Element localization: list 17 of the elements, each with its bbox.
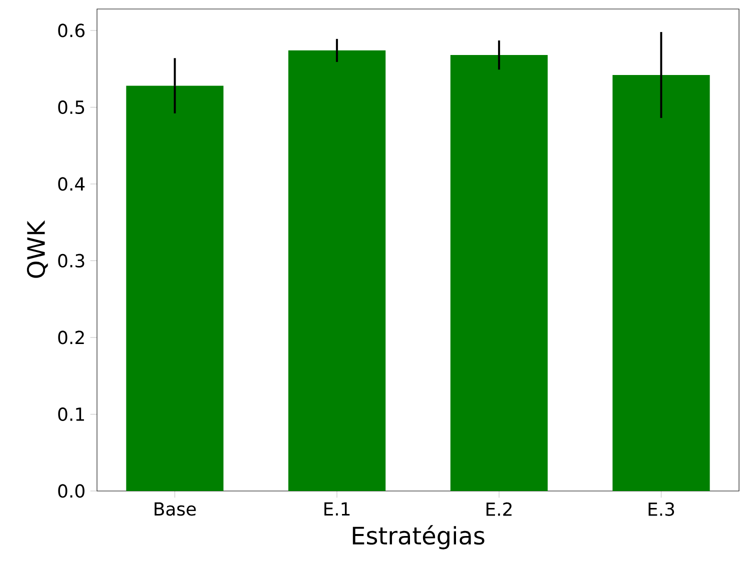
y-tick-label: 0.3: [58, 254, 84, 268]
bar: [450, 55, 548, 491]
y-tick-label: 0.0: [58, 484, 84, 498]
y-tick-label: 0.5: [58, 100, 84, 114]
x-tick-label: E.3: [648, 502, 674, 516]
x-tick-label: Base: [154, 502, 196, 516]
y-axis-title: QWK: [26, 220, 48, 278]
bar: [612, 74, 710, 491]
bar: [288, 50, 386, 491]
y-tick-label: 0.6: [58, 24, 84, 38]
bar: [126, 86, 224, 491]
x-tick-label: E.1: [324, 502, 350, 516]
x-axis-title: Estratégias: [352, 525, 484, 550]
y-tick-label: 0.4: [58, 177, 85, 191]
x-tick-label: E.2: [486, 502, 512, 516]
y-tick-label: 0.2: [58, 330, 84, 344]
y-tick-label: 0.1: [58, 407, 84, 422]
